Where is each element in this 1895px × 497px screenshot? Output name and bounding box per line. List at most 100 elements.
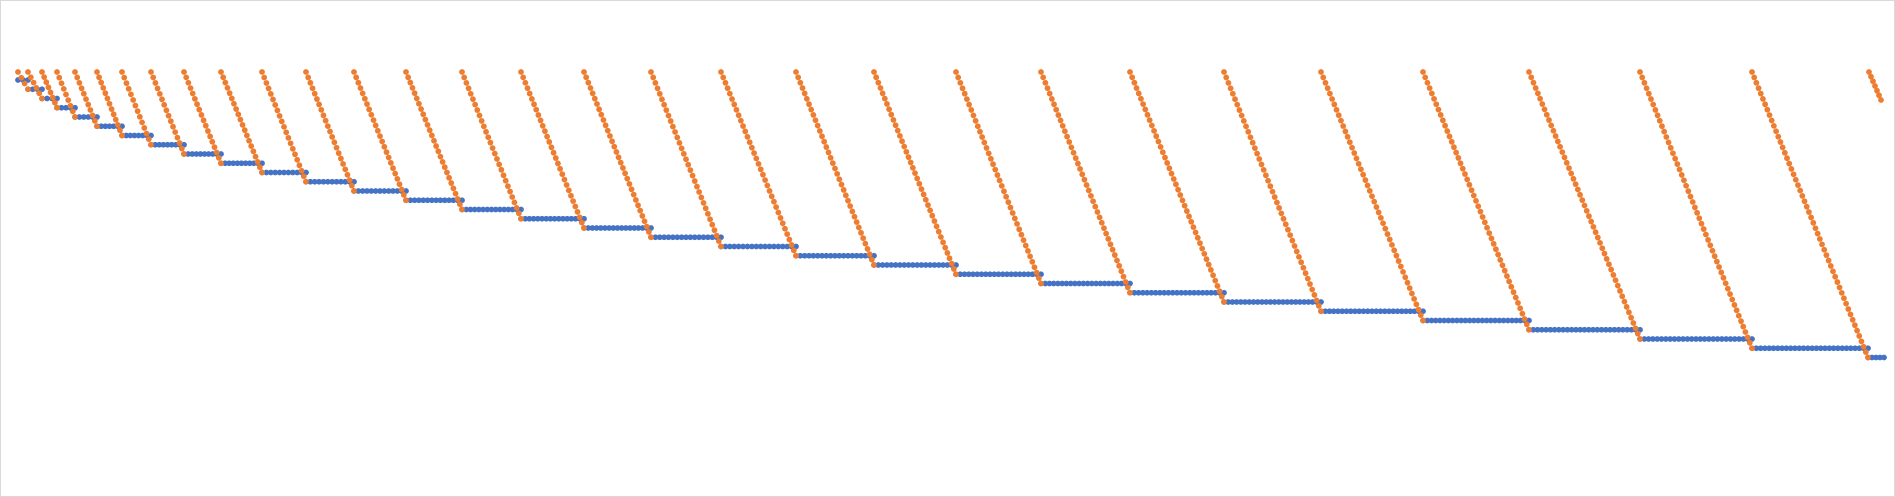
- plateau-point: [316, 178, 322, 185]
- plateau-point: [1675, 336, 1682, 342]
- drop-point: [1637, 336, 1643, 342]
- drop-point: [974, 123, 981, 130]
- drop-point: [1847, 311, 1854, 318]
- plateau-point: [614, 225, 621, 231]
- drop-point: [1377, 214, 1384, 221]
- plateau-point: [1684, 336, 1691, 342]
- drop-point: [1192, 229, 1199, 236]
- drop-point: [909, 164, 916, 171]
- plateau-point: [1680, 336, 1686, 342]
- drop-point: [1495, 251, 1501, 258]
- drop-point: [896, 132, 903, 139]
- plateau-point: [631, 225, 638, 231]
- drop-point: [685, 161, 692, 168]
- plateau-point: [1671, 336, 1678, 342]
- drop-point: [396, 181, 403, 188]
- drop-point: [283, 129, 290, 136]
- plateau-point: [656, 234, 663, 241]
- drop-point: [810, 111, 817, 118]
- drop-point: [1331, 101, 1338, 108]
- drop-point: [933, 223, 940, 230]
- drop-point: [361, 95, 368, 102]
- drop-point: [1705, 237, 1711, 243]
- plateau-point: [1377, 308, 1384, 315]
- drop-point: [496, 161, 503, 168]
- drop-point: [620, 165, 626, 171]
- plateau-point: [602, 225, 608, 231]
- drop-point: [793, 69, 799, 75]
- drop-point: [359, 90, 366, 97]
- drop-point: [231, 100, 237, 107]
- plateau-point: [1191, 289, 1197, 296]
- drop-point: [1568, 170, 1575, 177]
- drop-point: [862, 240, 869, 247]
- plateau-point: [1757, 345, 1764, 352]
- drop-point: [314, 96, 320, 102]
- drop-point: [422, 116, 429, 123]
- drop-point: [1046, 90, 1053, 97]
- drop-point: [1486, 230, 1493, 236]
- drop-point: [1523, 321, 1530, 328]
- drop-point: [842, 192, 849, 199]
- drop-point: [513, 204, 520, 211]
- series-drops: [15, 69, 1884, 361]
- plateau-point: [1779, 345, 1785, 352]
- drop-point: [1302, 270, 1309, 277]
- drop-point: [94, 123, 100, 130]
- drop-point: [1645, 90, 1652, 97]
- drop-point: [398, 186, 405, 193]
- drop-point: [1433, 101, 1440, 108]
- drop-point: [581, 69, 587, 75]
- drop-point: [829, 160, 836, 167]
- drop-point: [1678, 172, 1685, 178]
- drop-point: [1057, 117, 1064, 124]
- drop-point: [632, 197, 639, 203]
- drop-point: [1579, 197, 1586, 204]
- drop-point: [372, 122, 379, 129]
- plateau-point: [1305, 299, 1312, 305]
- drop-point: [1362, 177, 1369, 183]
- drop-point: [21, 80, 28, 87]
- drop-point: [522, 79, 529, 86]
- drop-point: [1386, 236, 1393, 243]
- drop-point: [1409, 290, 1415, 297]
- plateau-point: [131, 132, 138, 139]
- plateau-point: [1204, 289, 1210, 296]
- drop-point: [407, 79, 414, 86]
- plateau-point: [810, 252, 817, 259]
- drop-point: [1307, 281, 1313, 287]
- drop-point: [1781, 149, 1788, 156]
- drop-point: [1120, 273, 1127, 280]
- drop-point: [1696, 215, 1703, 222]
- drop-point: [578, 219, 585, 226]
- drop-point: [1521, 316, 1528, 322]
- plateau-point: [1225, 299, 1232, 305]
- plateau-point: [377, 188, 383, 194]
- drop-point: [834, 170, 841, 177]
- drop-point: [1775, 133, 1782, 140]
- plateau-point: [123, 132, 130, 139]
- plateau-point: [678, 234, 685, 241]
- drop-point: [1437, 112, 1444, 118]
- drop-point: [143, 130, 150, 137]
- drop-point: [114, 122, 121, 128]
- drop-point: [1212, 277, 1219, 284]
- drop-point: [194, 101, 200, 108]
- drop-point: [955, 74, 962, 81]
- plateau-point: [1843, 345, 1850, 352]
- drop-point: [1146, 117, 1153, 124]
- plateau-point: [1620, 326, 1626, 333]
- drop-point: [1081, 176, 1088, 183]
- drop-point: [1468, 187, 1475, 194]
- plateau-point: [1564, 326, 1571, 333]
- plateau-point: [1246, 299, 1253, 305]
- drop-point: [226, 90, 233, 97]
- drop-point: [178, 145, 185, 152]
- plateau-point: [593, 225, 600, 231]
- drop-point: [968, 107, 975, 113]
- drop-point: [403, 197, 409, 204]
- drop-point: [1066, 139, 1073, 145]
- plateau-point: [1144, 289, 1150, 296]
- drop-point: [1223, 74, 1230, 81]
- drop-point: [879, 90, 886, 97]
